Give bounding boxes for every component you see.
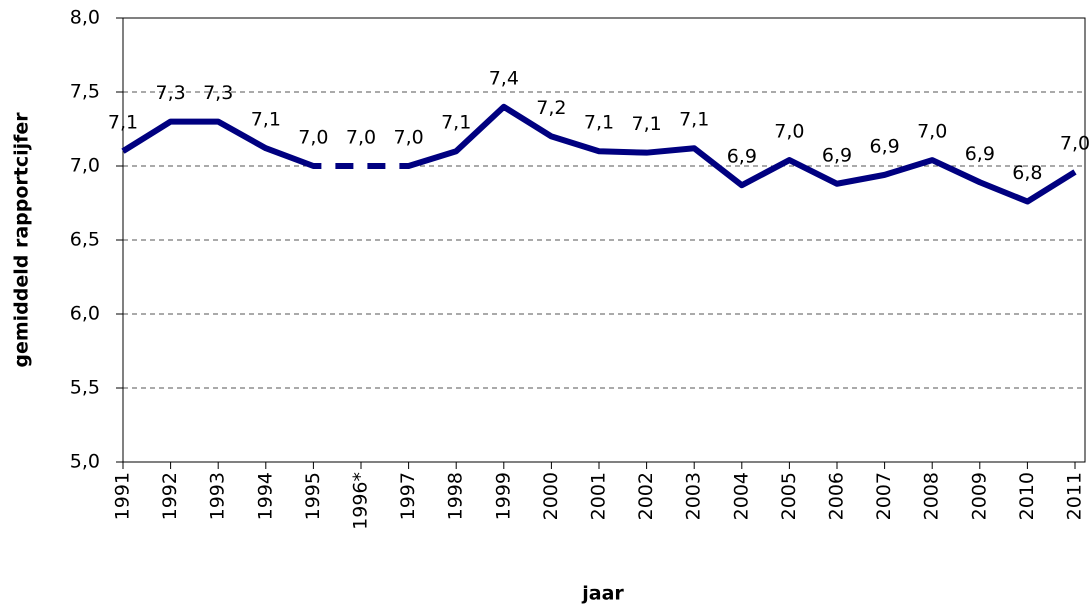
- line: [121, 103, 1077, 205]
- x-tick-label: 2001: [588, 472, 610, 520]
- x-tick-label: 1996*: [350, 472, 372, 530]
- data-label: 7,0: [917, 121, 947, 143]
- x-tick-label: 2005: [778, 472, 800, 520]
- data-label: 7,4: [489, 67, 519, 89]
- x-tick-label: 2000: [540, 472, 562, 520]
- data-label: 7,1: [108, 112, 138, 134]
- x-axis-label: jaar: [581, 583, 624, 605]
- y-tick-label: 5,5: [70, 377, 100, 399]
- plot-border: [122, 17, 1086, 463]
- x-tick-label: 1991: [112, 472, 134, 520]
- data-label: 7,1: [441, 112, 471, 134]
- x-tick-label: 2009: [968, 472, 990, 520]
- x-tick-label: 2007: [873, 472, 895, 520]
- y-tick-label: 8,0: [70, 7, 100, 29]
- y-tick-label: 5,0: [70, 451, 100, 473]
- y-tick-label: 6,0: [70, 303, 100, 325]
- y-tick-label: 7,0: [70, 155, 100, 177]
- data-label: 7,0: [393, 127, 423, 149]
- data-label: 7,1: [251, 109, 281, 131]
- x-tick-label: 1993: [207, 472, 229, 520]
- data-label: 6,8: [1012, 162, 1042, 184]
- x-tick-label: 2003: [683, 472, 705, 520]
- data-label: 7,0: [298, 127, 328, 149]
- data-label: 6,9: [869, 135, 899, 157]
- data-label: 6,9: [727, 146, 757, 168]
- x-tick-label: 2008: [921, 472, 943, 520]
- x-tick-label: 2011: [1064, 472, 1086, 520]
- x-tick-label: 1999: [492, 472, 514, 520]
- x-tick-label: 1995: [302, 472, 324, 520]
- data-label: 7,0: [774, 121, 804, 143]
- y-tick-label: 7,5: [70, 81, 100, 103]
- x-tick-label: 1992: [159, 472, 181, 520]
- data-label: 7,3: [155, 82, 185, 104]
- data-label: 7,1: [631, 113, 661, 135]
- x-tick-label: 2006: [826, 472, 848, 520]
- x-tick-label: 2004: [730, 472, 752, 520]
- data-label: 7,2: [536, 97, 566, 119]
- x-tick-label: 1997: [397, 472, 419, 520]
- y-axis-label: gemiddeld rapportcijfer: [11, 112, 33, 368]
- data-label: 6,9: [822, 144, 852, 166]
- y-tick-label: 6,5: [70, 229, 100, 251]
- x-tick-label: 2002: [635, 472, 657, 520]
- data-label: 7,3: [203, 82, 233, 104]
- data-label: 7,0: [1060, 132, 1090, 154]
- data-label: 7,1: [584, 112, 614, 134]
- data-label: 7,1: [679, 109, 709, 131]
- x-tick-label: 1998: [445, 472, 467, 520]
- x-tick-label: 1994: [254, 472, 276, 520]
- data-label: 7,0: [346, 127, 376, 149]
- x-tick-label: 2010: [1016, 472, 1038, 520]
- data-label: 6,9: [965, 143, 995, 165]
